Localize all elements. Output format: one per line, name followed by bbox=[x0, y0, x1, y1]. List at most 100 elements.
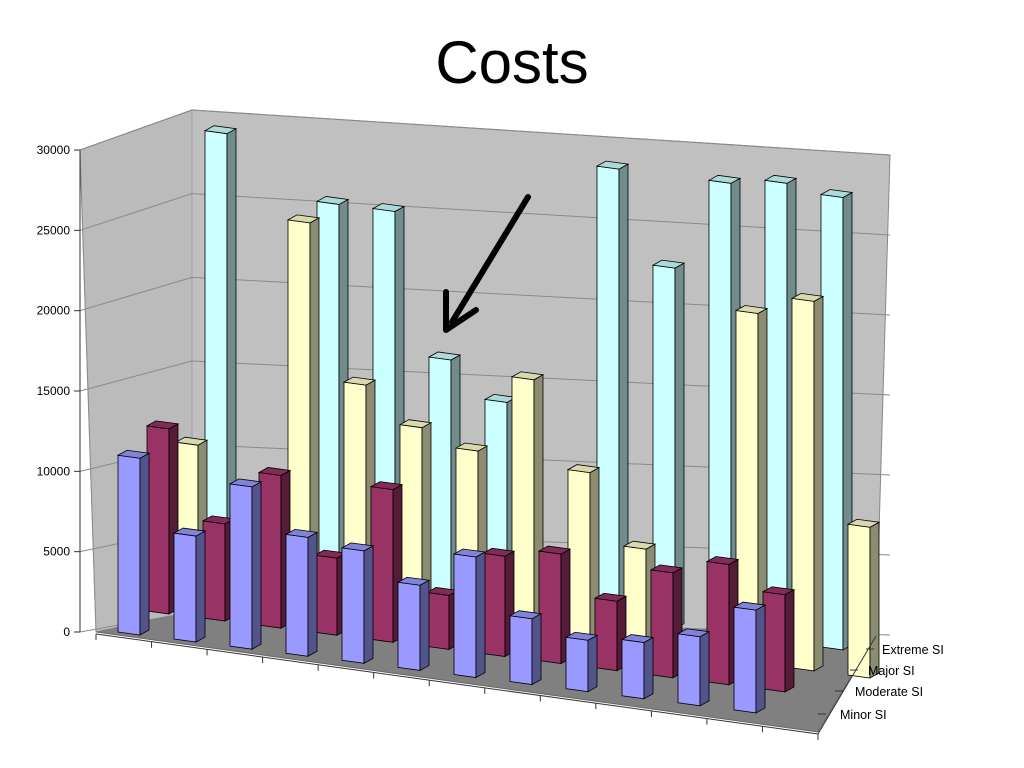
bar-front bbox=[762, 591, 786, 693]
bar-top bbox=[481, 547, 516, 557]
bar bbox=[790, 292, 825, 672]
bar bbox=[734, 305, 769, 665]
bar-side bbox=[784, 589, 795, 693]
bar-top bbox=[369, 481, 404, 491]
bar-front bbox=[596, 165, 620, 623]
bar bbox=[201, 515, 236, 622]
bar-top bbox=[564, 631, 599, 641]
bar bbox=[452, 548, 487, 679]
bar-top bbox=[284, 528, 319, 538]
bar-top bbox=[819, 189, 854, 198]
bar-front bbox=[117, 454, 141, 636]
bar-front bbox=[511, 376, 535, 636]
bar-front bbox=[650, 569, 674, 679]
bar-front bbox=[229, 483, 253, 650]
series-axis-labels: Minor SI Moderate SI Major SI Extreme SI bbox=[817, 635, 944, 735]
bar-front bbox=[453, 553, 477, 678]
bar-top bbox=[707, 174, 742, 184]
bar-top bbox=[537, 545, 572, 555]
bar-top bbox=[593, 592, 628, 602]
bar bbox=[425, 587, 460, 651]
bar-top bbox=[649, 564, 684, 574]
bar-top bbox=[398, 419, 433, 429]
bar bbox=[398, 419, 433, 623]
y-axis: 0 5000 10000 15000 20000 25000 30000 bbox=[37, 143, 81, 639]
bar-front bbox=[538, 550, 562, 665]
bar-front bbox=[567, 469, 591, 644]
bar-front bbox=[316, 200, 340, 587]
series-label: Major SI bbox=[868, 664, 915, 678]
bar-top bbox=[846, 518, 881, 528]
bar-side bbox=[195, 530, 206, 643]
bar-front bbox=[341, 547, 365, 664]
bar bbox=[508, 610, 543, 686]
bar-front bbox=[397, 581, 421, 671]
bar-side bbox=[813, 295, 824, 672]
series-label: Moderate SI bbox=[855, 685, 923, 699]
bar-top bbox=[790, 292, 825, 302]
bar-top bbox=[116, 449, 151, 459]
bar bbox=[257, 467, 292, 629]
bar-side bbox=[755, 604, 766, 714]
bar-side bbox=[251, 481, 262, 650]
bar bbox=[313, 549, 348, 636]
bar-top bbox=[145, 420, 180, 430]
annotation-arrow bbox=[443, 194, 531, 333]
bar bbox=[510, 371, 545, 637]
bar bbox=[369, 481, 404, 644]
bar-front bbox=[285, 533, 309, 657]
bar bbox=[396, 576, 431, 672]
bar bbox=[566, 464, 601, 644]
bar-top bbox=[763, 174, 798, 184]
bar-side bbox=[869, 521, 880, 679]
bar bbox=[622, 540, 657, 651]
bar-front bbox=[764, 179, 788, 644]
bar-top bbox=[761, 586, 796, 596]
bar-side bbox=[307, 531, 318, 657]
bar-top bbox=[452, 548, 487, 558]
bar-top bbox=[228, 478, 263, 488]
bar bbox=[286, 214, 321, 608]
bar bbox=[763, 174, 798, 644]
bar bbox=[819, 189, 854, 651]
bar-front bbox=[706, 561, 730, 686]
bar-front bbox=[482, 552, 506, 657]
depth-axis-line bbox=[817, 635, 877, 735]
x-axis-ticks bbox=[95, 633, 819, 740]
bar bbox=[284, 528, 319, 657]
bar-top bbox=[342, 376, 377, 386]
bar-front bbox=[426, 591, 450, 650]
bar bbox=[481, 547, 516, 658]
bar-side bbox=[699, 631, 710, 707]
series-label: Minor SI bbox=[840, 708, 887, 722]
bar bbox=[761, 586, 796, 693]
bar-top bbox=[174, 436, 209, 446]
bar bbox=[593, 592, 628, 672]
y-tick-label: 10000 bbox=[37, 464, 71, 478]
bar-top bbox=[257, 467, 292, 476]
bar-side bbox=[475, 551, 486, 679]
bar-front bbox=[258, 472, 282, 629]
bar-top bbox=[620, 634, 655, 643]
bar bbox=[228, 478, 263, 650]
bar-side bbox=[363, 545, 374, 665]
bar-top bbox=[676, 628, 711, 638]
x-axis-line bbox=[95, 633, 819, 735]
y-tick-label: 15000 bbox=[37, 384, 71, 398]
bar-top bbox=[651, 259, 686, 269]
bar bbox=[620, 634, 655, 700]
bar-front bbox=[565, 636, 589, 693]
series-label: Extreme SI bbox=[882, 643, 944, 657]
bar-top bbox=[203, 125, 238, 135]
bar-front bbox=[314, 554, 338, 636]
bar-side bbox=[531, 613, 542, 686]
bar-top bbox=[315, 196, 350, 205]
bar-side bbox=[643, 636, 654, 700]
y-tick-label: 30000 bbox=[37, 143, 71, 157]
bar-front bbox=[202, 520, 226, 622]
bar-side bbox=[139, 452, 150, 636]
bar-top bbox=[286, 214, 321, 224]
bar bbox=[651, 259, 686, 630]
bar-front bbox=[594, 597, 618, 672]
